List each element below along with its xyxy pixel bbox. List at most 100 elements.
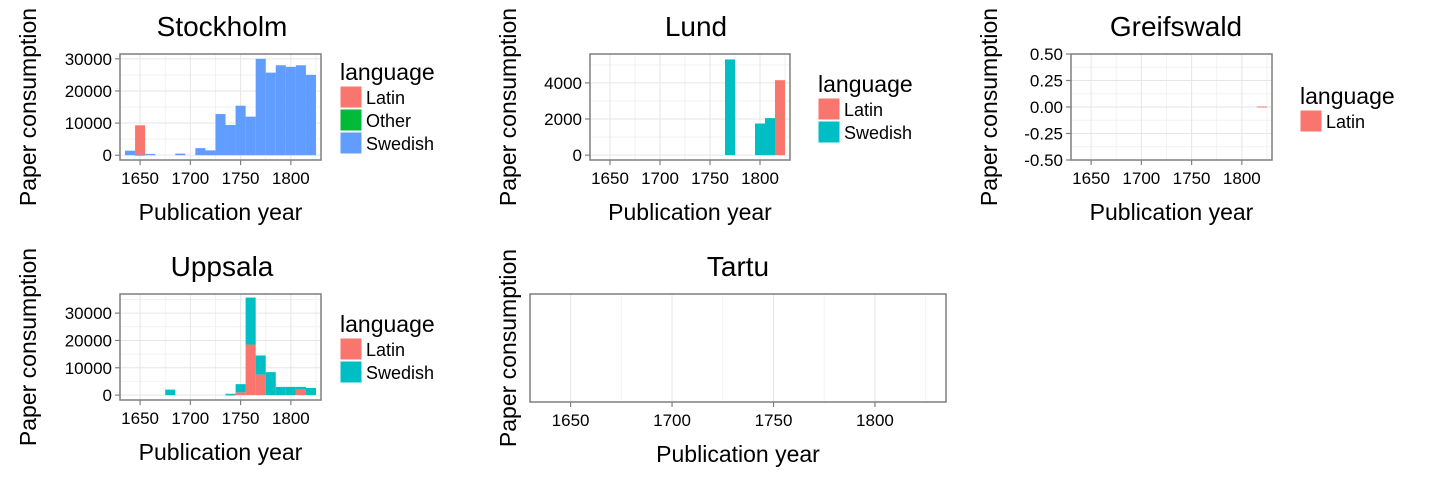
bar-swedish — [245, 297, 256, 345]
bar-swedish — [305, 74, 316, 156]
legend-key-latin — [339, 337, 363, 361]
x-axis-label: Publication year — [608, 199, 772, 225]
bar-swedish — [255, 355, 266, 375]
legend-title: language — [818, 71, 913, 97]
facet-panel-tartu: Tartu 1650 1700 1750 1800 Publication year Pap… — [495, 249, 947, 467]
facet-panel-greifswald: Greifswald 1650 1700 1750 1800 -0.50 -0.25 0.00… — [976, 8, 1395, 225]
x-axis-label: Publication year — [1090, 199, 1254, 225]
x-tick-label: 1800 — [741, 169, 779, 188]
y-tick-label: 0 — [103, 386, 112, 405]
x-tick-label: 1700 — [653, 411, 691, 430]
panel-border — [589, 53, 791, 161]
bar-swedish — [225, 124, 236, 156]
x-tick-label: 1650 — [121, 169, 159, 188]
bar-swedish — [215, 114, 226, 156]
bar-swedish — [225, 393, 236, 395]
y-tick-label: 0.25 — [1030, 72, 1063, 91]
x-tick-label: 1700 — [1122, 169, 1160, 188]
x-axis-label: Publication year — [139, 199, 303, 225]
legend-label-latin: Latin — [366, 340, 405, 360]
bar-latin — [245, 344, 256, 396]
bar-swedish — [165, 389, 176, 396]
bar-swedish — [145, 153, 156, 156]
x-tick-label: 1700 — [171, 409, 209, 428]
bar-latin — [235, 392, 246, 396]
legend-title: language — [340, 59, 435, 85]
x-tick-label: 1750 — [1173, 169, 1211, 188]
legend-label-other: Other — [366, 111, 411, 131]
facet-title: Stockholm — [157, 11, 288, 42]
legend-key-swedish — [339, 360, 363, 384]
bar-swedish — [275, 65, 286, 156]
x-tick-label: 1700 — [171, 169, 209, 188]
bar-swedish — [135, 154, 146, 156]
y-tick-label: -0.25 — [1024, 125, 1063, 144]
bar-latin — [1256, 106, 1267, 108]
bar-swedish — [295, 386, 306, 390]
y-tick-label: 0 — [103, 146, 112, 165]
legend: language Latin Swedish — [339, 311, 435, 384]
bar-swedish — [275, 386, 286, 396]
y-tick-label: 2000 — [544, 110, 582, 129]
facet-panel-uppsala: Uppsala 1650 1700 1750 1800 0 10000 20000 30000 P… — [15, 248, 435, 465]
y-tick-label: 20000 — [65, 331, 112, 350]
x-tick-label: 1800 — [856, 411, 894, 430]
bar-swedish — [265, 372, 276, 396]
legend-key-other — [339, 108, 363, 132]
x-tick-label: 1750 — [222, 169, 260, 188]
legend-label-swedish: Swedish — [366, 134, 434, 154]
bar-swedish — [765, 118, 775, 156]
bar-swedish — [295, 65, 306, 156]
y-tick-label: 10000 — [65, 359, 112, 378]
facet-panel-lund: Lund 1650 1700 1750 1800 0 2000 4000 Publication… — [495, 8, 913, 225]
bar-swedish — [175, 153, 186, 156]
y-tick-label: 4000 — [544, 74, 582, 93]
bar-swedish — [305, 387, 316, 396]
bar-swedish — [285, 386, 296, 396]
legend: language Latin — [1299, 83, 1395, 133]
facet-panel-stockholm: Stockholm 1650 1700 1750 1800 0 10000 20000 3000… — [15, 8, 435, 225]
plot-panel — [120, 294, 321, 400]
x-tick-label: 1650 — [591, 169, 629, 188]
legend-key-latin — [1299, 109, 1323, 133]
bar-swedish — [265, 72, 276, 156]
legend-title: language — [1300, 83, 1395, 109]
x-tick-label: 1800 — [272, 409, 310, 428]
bar-swedish — [235, 384, 246, 393]
x-tick-label: 1800 — [272, 169, 310, 188]
y-axis-label: Paper consumption — [495, 249, 521, 447]
legend-label-latin: Latin — [1326, 112, 1365, 132]
bar-swedish — [125, 150, 136, 156]
x-tick-label: 1750 — [691, 169, 729, 188]
bar-latin — [295, 389, 306, 396]
y-tick-label: 10000 — [65, 114, 112, 133]
bar-swedish — [235, 105, 246, 156]
bar-swedish — [285, 66, 296, 156]
x-tick-label: 1750 — [222, 409, 260, 428]
bar-swedish — [205, 150, 216, 156]
legend: language Latin Other Swedish — [339, 59, 435, 155]
x-tick-label: 1650 — [1072, 169, 1110, 188]
y-tick-label: 0.50 — [1030, 45, 1063, 64]
panel-border — [529, 293, 947, 403]
legend-title: language — [340, 311, 435, 337]
facet-title: Greifswald — [1110, 11, 1242, 42]
x-tick-label: 1650 — [121, 409, 159, 428]
x-axis-label: Publication year — [656, 441, 820, 467]
legend-key-swedish — [817, 120, 841, 144]
bar-swedish — [725, 59, 735, 156]
x-tick-label: 1800 — [1223, 169, 1261, 188]
facet-title: Lund — [665, 11, 727, 42]
bar-swedish — [195, 148, 206, 156]
panel-border — [119, 53, 322, 161]
legend-key-latin — [339, 85, 363, 109]
y-axis-label: Paper consumption — [15, 8, 41, 206]
y-tick-label: 0.00 — [1030, 98, 1063, 117]
y-tick-label: 30000 — [65, 304, 112, 323]
y-tick-label: -0.50 — [1024, 151, 1063, 170]
x-tick-label: 1750 — [755, 411, 793, 430]
x-tick-label: 1700 — [641, 169, 679, 188]
plot-panel — [530, 294, 946, 402]
facet-title: Uppsala — [171, 251, 274, 282]
